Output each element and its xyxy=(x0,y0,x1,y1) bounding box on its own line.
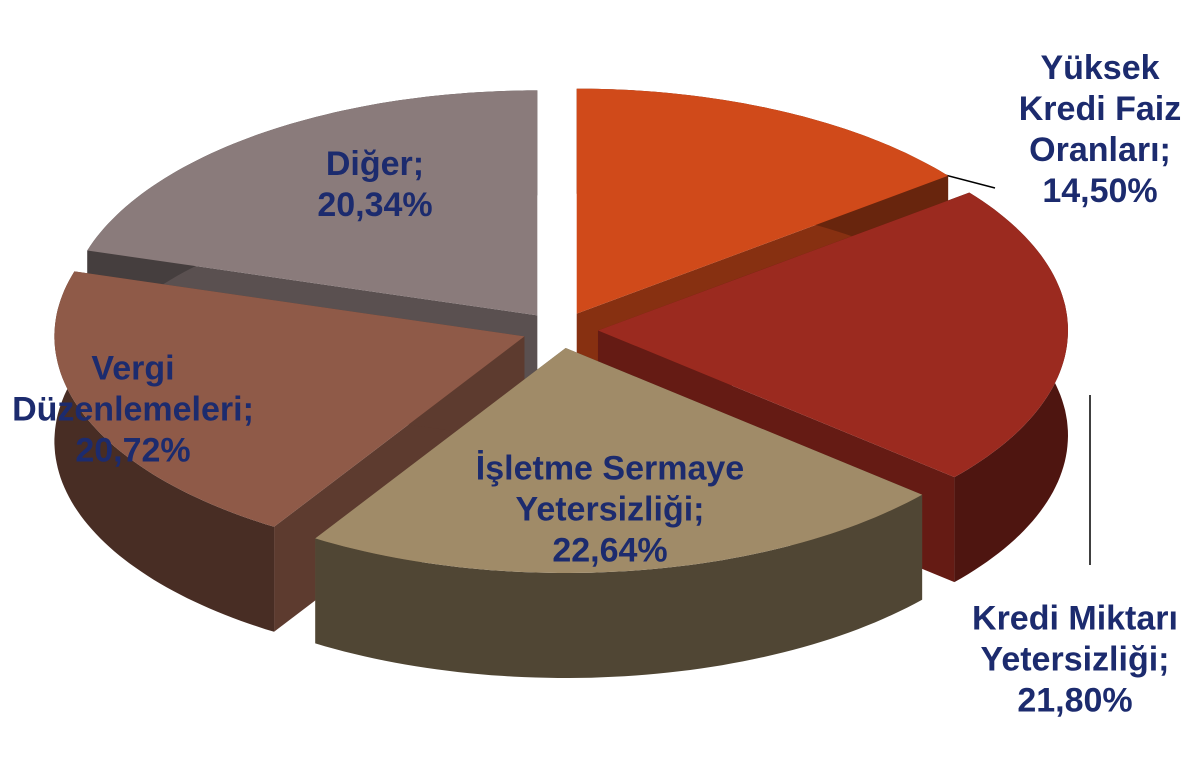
slice-side xyxy=(54,271,275,632)
slice-label: Yüksek Kredi Faiz Oranları; 14,50% xyxy=(1018,49,1182,210)
slice-top xyxy=(54,271,525,527)
slice-top xyxy=(87,90,538,316)
slice-side xyxy=(315,494,923,678)
slice-label: Diğer; 20,34% xyxy=(317,145,433,224)
slice-label: Kredi Miktarı Yetersizliği; 21,80% xyxy=(972,599,1178,720)
slice-top xyxy=(597,192,1068,478)
slice-top xyxy=(315,347,923,573)
slice-label: Vergi Düzenlemeleri; 20,72% xyxy=(12,349,254,470)
slice-top xyxy=(576,88,949,314)
slice xyxy=(315,347,923,678)
slice-label: İşletme Sermaye Yetersizliği; 22,64% xyxy=(475,449,745,570)
